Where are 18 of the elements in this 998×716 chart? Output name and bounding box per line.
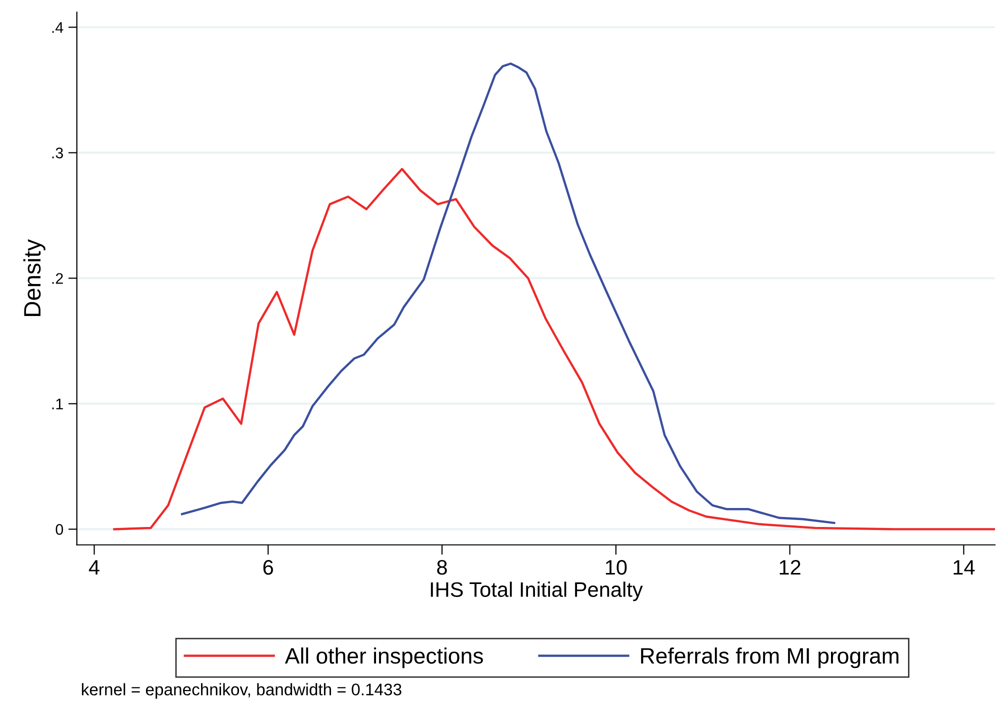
line-series xyxy=(113,168,996,530)
y-tick-label: .3 xyxy=(52,148,63,158)
x-axis-title: IHS Total Initial Penalty xyxy=(430,582,643,602)
y-tick-label: .4 xyxy=(52,22,64,33)
x-tick-label: 14 xyxy=(954,560,975,575)
x-tick-label: 6 xyxy=(263,560,274,575)
y-tick-label: 0 xyxy=(56,524,64,535)
x-tick-label: 10 xyxy=(606,560,627,575)
y-tick-label: .2 xyxy=(52,273,63,284)
y-tick-label: .1 xyxy=(52,398,63,410)
x-tick-label: 12 xyxy=(780,560,800,575)
line-series xyxy=(180,62,836,524)
legend-label: Referrals from MI program xyxy=(641,647,898,668)
y-axis-title: Density xyxy=(23,239,46,316)
text: kernel = epanechnikov, bandwidth = 0.1433 xyxy=(82,683,402,699)
legend-label: All other inspections xyxy=(284,647,483,668)
x-tick-label: 4 xyxy=(88,560,100,575)
x-tick-label: 8 xyxy=(437,560,447,575)
